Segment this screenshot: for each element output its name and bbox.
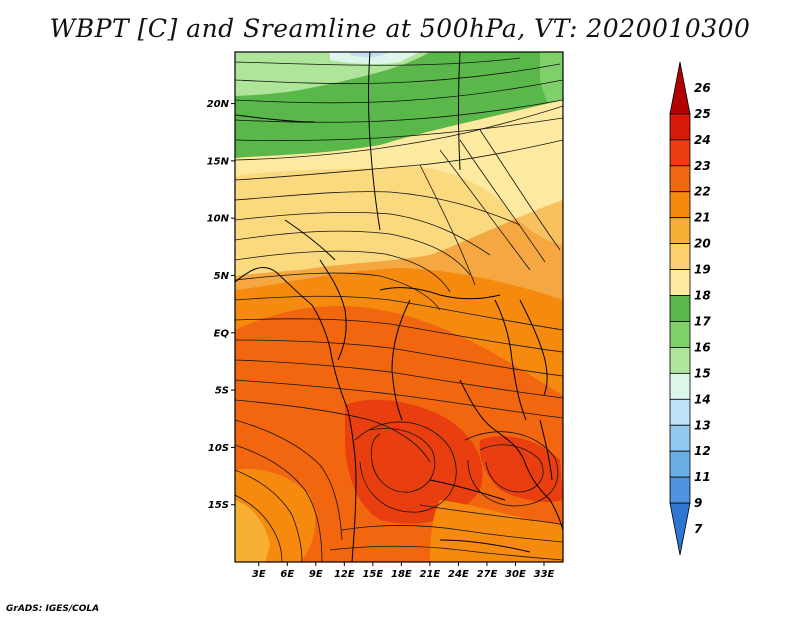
- lat-label: EQ: [214, 328, 230, 339]
- colorbar-swatch: [669, 502, 691, 556]
- colorbar-swatch: [669, 165, 691, 193]
- colorbar-label: 9: [694, 496, 702, 510]
- colorbar-label: 15: [694, 366, 711, 380]
- longitude-axis: 3E 6E 9E 12E 15E 18E 21E 24E 27E 30E 33E: [252, 562, 555, 580]
- lat-label: 10S: [208, 443, 229, 454]
- colorbar-swatch: [669, 295, 691, 322]
- colorbar-label: 19: [694, 263, 711, 277]
- colorbar-swatch: [669, 347, 691, 374]
- colorbar-label: 22: [694, 185, 711, 199]
- colorbar-label: 26: [694, 81, 711, 95]
- lat-label: 10N: [207, 214, 230, 225]
- colorbar-swatch: [669, 398, 691, 426]
- lon-label: 21E: [420, 569, 441, 580]
- lon-label: 30E: [505, 569, 526, 580]
- colorbar-label: 21: [694, 211, 711, 225]
- lon-label: 27E: [477, 569, 498, 580]
- colorbar-label: 23: [694, 159, 711, 173]
- lat-label: 5S: [215, 386, 229, 397]
- colorbar-label: 25: [694, 107, 711, 121]
- lon-label: 33E: [534, 569, 555, 580]
- colorbar-label: 18: [694, 289, 711, 303]
- colorbar-swatch: [669, 113, 691, 141]
- colorbar-swatch: [669, 424, 691, 452]
- wbpt-shading: [235, 52, 563, 562]
- lon-label: 12E: [334, 569, 355, 580]
- colorbar-label: 14: [694, 392, 711, 406]
- lat-label: 15S: [208, 500, 229, 511]
- lat-label: 5N: [214, 271, 230, 282]
- lon-label: 6E: [280, 569, 294, 580]
- lon-label: 3E: [252, 569, 266, 580]
- colorbar-swatch: [669, 476, 691, 504]
- colorbar-label: 16: [694, 340, 711, 354]
- colorbar-swatch: [669, 139, 691, 167]
- colorbar-swatch: [669, 243, 691, 270]
- colorbar-label: 20: [694, 237, 711, 251]
- latitude-axis: 20N 15N 10N 5N EQ 5S 10S 15S: [207, 99, 235, 511]
- colorbar-swatch: [669, 191, 691, 219]
- lon-label: 24E: [448, 569, 469, 580]
- streamlines: [235, 57, 563, 562]
- lon-label: 9E: [309, 569, 323, 580]
- colorbar-label: 7: [694, 522, 703, 536]
- colorbar-swatch: [669, 61, 691, 115]
- colorbar-label: 11: [694, 470, 711, 484]
- coastlines-borders: [235, 52, 563, 562]
- colorbar: 26 25 24 23 22 21 20 19 18 17 16 15 14 13 12 11 9 7: [669, 61, 711, 556]
- chart-title: WBPT [C] and Sreamline at 500hPa, VT: 20…: [49, 14, 751, 43]
- colorbar-label: 13: [694, 418, 711, 432]
- colorbar-swatch: [669, 372, 691, 400]
- lon-label: 18E: [391, 569, 412, 580]
- colorbar-label: 24: [694, 133, 711, 147]
- grads-credit: GrADS: IGES/COLA: [6, 604, 100, 614]
- colorbar-swatch: [669, 217, 691, 245]
- lon-label: 15E: [362, 569, 383, 580]
- colorbar-label: 17: [694, 314, 711, 328]
- map-frame: [234, 51, 564, 563]
- colorbar-swatch: [669, 450, 691, 478]
- colorbar-swatch: [669, 269, 691, 296]
- colorbar-label: 12: [694, 444, 711, 458]
- colorbar-swatch: [669, 321, 691, 348]
- lat-label: 20N: [207, 99, 230, 110]
- lat-label: 15N: [207, 156, 230, 167]
